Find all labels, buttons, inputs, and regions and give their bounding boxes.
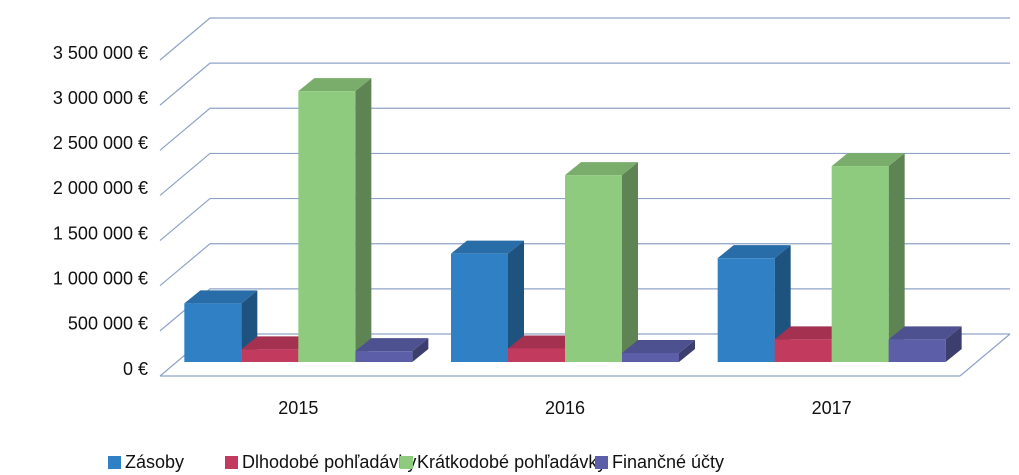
bar-top	[298, 78, 372, 92]
legend-swatch	[225, 456, 238, 469]
floor-right	[959, 333, 1011, 377]
bar	[831, 166, 889, 362]
bar-top	[888, 326, 962, 340]
grid-line	[159, 17, 1010, 61]
legend-swatch	[108, 456, 121, 469]
bar-top	[717, 245, 791, 259]
bar-top	[622, 339, 695, 353]
bar	[774, 339, 832, 362]
bar-top	[508, 335, 581, 349]
bar	[888, 339, 946, 362]
bar	[508, 348, 565, 362]
x-tick-label: 2017	[812, 398, 852, 418]
x-tick-label: 2016	[545, 398, 585, 418]
legend-label: Dlhodobé pohľadávky	[242, 452, 416, 472]
bar-top	[355, 338, 429, 352]
bar-top	[184, 290, 258, 304]
bar	[184, 303, 242, 362]
y-tick-label: 0 €	[123, 359, 148, 379]
y-tick-label: 3 000 000 €	[53, 88, 148, 108]
bar	[565, 175, 622, 362]
legend-label: Zásoby	[125, 452, 184, 472]
grid-line	[159, 107, 1010, 151]
bar-top	[451, 240, 524, 254]
legend-swatch	[595, 456, 608, 469]
y-tick-label: 3 500 000 €	[53, 43, 148, 63]
grid-line	[159, 197, 1010, 242]
y-tick-label: 500 000 €	[68, 314, 148, 334]
grid-line	[159, 243, 1010, 287]
grid-line	[159, 152, 1010, 196]
bar-side	[679, 339, 695, 362]
bar-side	[412, 338, 429, 362]
bar	[355, 351, 413, 362]
grid-line	[159, 62, 1010, 106]
bar	[717, 258, 775, 362]
bar-side	[888, 153, 905, 362]
bar-top	[241, 336, 315, 350]
bar-top	[565, 162, 638, 176]
bar-side	[508, 240, 524, 362]
bar	[241, 349, 299, 362]
legend-swatch	[400, 456, 413, 469]
bar	[451, 253, 508, 362]
y-tick-label: 1 000 000 €	[53, 268, 148, 288]
bar-side	[355, 78, 372, 363]
bar	[622, 352, 679, 362]
y-tick-label: 2 000 000 €	[53, 178, 148, 198]
legend-label: Finančné účty	[612, 452, 724, 472]
bar-top	[831, 153, 905, 167]
bar-side	[622, 162, 638, 362]
y-tick-label: 1 500 000 €	[53, 223, 148, 243]
bar	[298, 91, 356, 363]
y-tick-label: 2 500 000 €	[53, 133, 148, 153]
bar-top	[774, 326, 848, 340]
bar-side	[945, 326, 962, 362]
x-tick-label: 2015	[278, 398, 318, 418]
legend-label: Krátkodobé pohľadávky	[417, 452, 606, 472]
